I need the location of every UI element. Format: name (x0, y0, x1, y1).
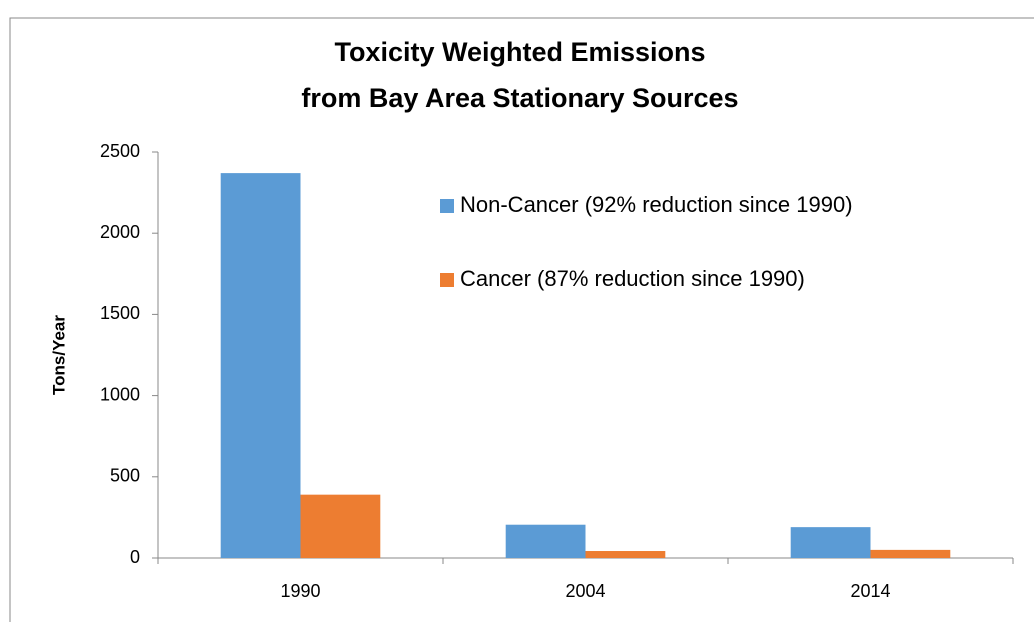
bar (505, 524, 586, 558)
legend-label: Non-Cancer (92% reduction since 1990) (460, 192, 853, 217)
y-tick-label: 500 (110, 466, 140, 486)
legend-swatch (440, 273, 454, 287)
bar (220, 173, 301, 558)
bar (790, 527, 871, 558)
x-tick-label: 2014 (850, 581, 890, 601)
y-axis-label: Tons/Year (49, 315, 68, 395)
y-tick-label: 1500 (100, 303, 140, 323)
y-tick-label: 0 (130, 547, 140, 567)
y-tick-label: 1000 (100, 384, 140, 404)
legend-swatch (440, 199, 454, 213)
legend-label: Cancer (87% reduction since 1990) (460, 266, 805, 291)
x-tick-label: 1990 (280, 581, 320, 601)
chart-title: from Bay Area Stationary Sources (301, 83, 738, 113)
bar (300, 494, 381, 558)
y-tick-label: 2500 (100, 141, 140, 161)
chart-frame (9, 17, 1034, 622)
bar (585, 551, 666, 558)
x-tick-label: 2004 (565, 581, 605, 601)
bar (870, 549, 951, 558)
chart-title: Toxicity Weighted Emissions (334, 37, 705, 67)
y-tick-label: 2000 (100, 222, 140, 242)
